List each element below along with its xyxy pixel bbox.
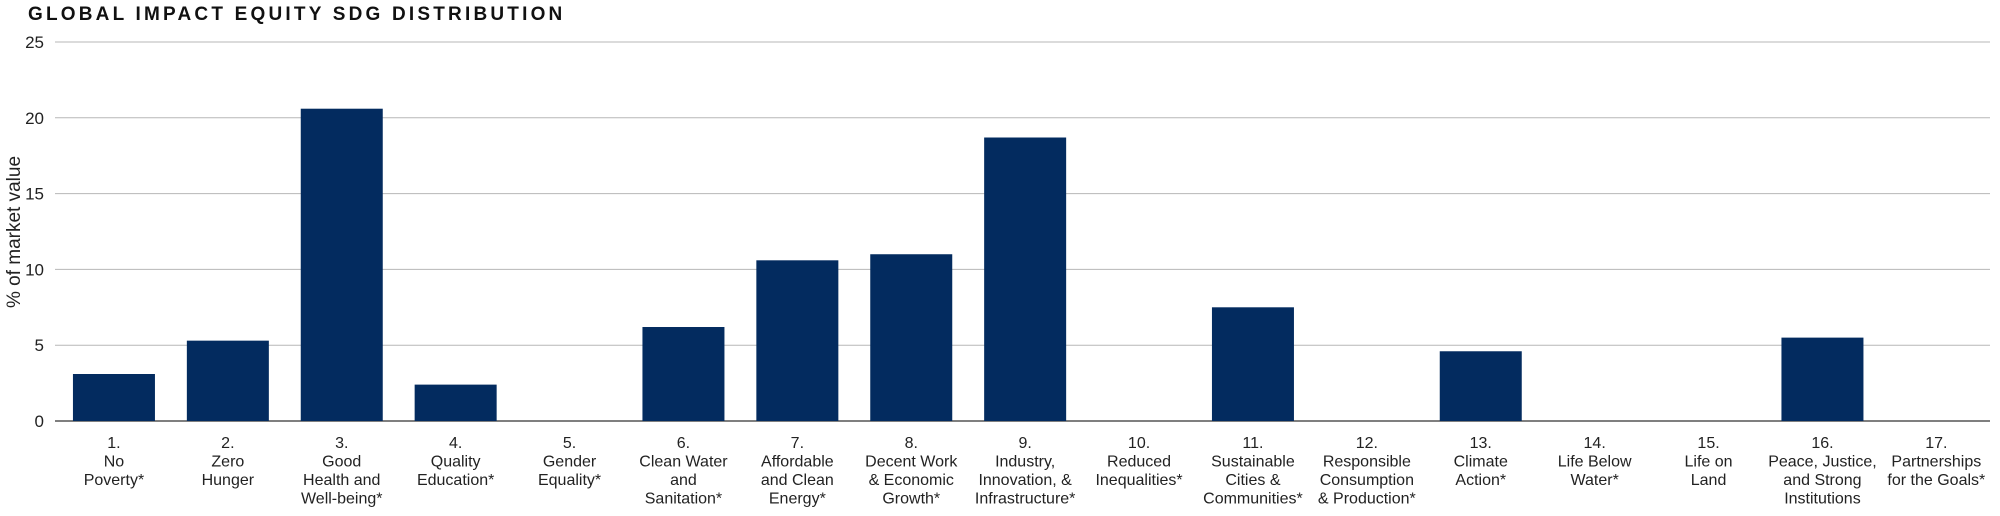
y-tick-label: 0	[35, 412, 44, 431]
x-category-label: 7. Affordable and Clean Energy*	[761, 435, 834, 508]
x-category-label: 13. Climate Action*	[1454, 435, 1508, 489]
x-category-label: 5. Gender Equality*	[538, 435, 601, 489]
x-category-label: 3. Good Health and Well-being*	[301, 435, 383, 508]
y-axis-ticks: 0 5 10 15 20 25	[25, 33, 44, 431]
x-category-label: 2. Zero Hunger	[202, 435, 255, 489]
bar	[300, 108, 383, 421]
x-category-label: 14. Life Below Water*	[1558, 435, 1632, 489]
bar	[72, 374, 155, 421]
y-tick-label: 15	[25, 185, 44, 204]
x-axis-category-labels: 1. No Poverty* 2. Zero Hunger 3. Good Health and…	[84, 435, 1986, 508]
bars	[72, 108, 1864, 421]
x-category-label: 15. Life on Land	[1685, 435, 1733, 489]
x-category-label: 1. No Poverty*	[84, 435, 144, 489]
x-category-label: 17. Partnerships for the Goals*	[1887, 435, 1985, 489]
bar	[756, 260, 839, 421]
bar	[1781, 337, 1864, 421]
bar	[186, 340, 269, 421]
y-tick-label: 10	[25, 260, 44, 279]
x-category-label: 12. Responsible Consumption & Production*	[1318, 435, 1416, 508]
bar	[414, 384, 497, 421]
y-tick-label: 20	[25, 109, 44, 128]
x-category-label: 4. Quality Education*	[417, 435, 494, 489]
bar	[984, 137, 1067, 421]
y-tick-label: 5	[35, 336, 44, 355]
x-category-label: 6. Clean Water and Sanitation*	[639, 435, 728, 508]
bar	[870, 254, 953, 421]
x-category-label: 9. Industry, Innovation, & Infrastructure*	[975, 435, 1075, 508]
x-category-label: 10. Reduced Inequalities*	[1095, 435, 1182, 489]
chart-title: GLOBAL IMPACT EQUITY SDG DISTRIBUTION	[28, 4, 566, 25]
x-category-label: 11. Sustainable Cities & Communities*	[1203, 435, 1303, 508]
bar	[642, 327, 725, 421]
y-tick-label: 25	[25, 33, 44, 52]
bar	[1439, 351, 1522, 421]
bar	[1211, 307, 1294, 421]
x-category-label: 16. Peace, Justice, and Strong Institutions	[1768, 435, 1877, 508]
y-axis-label: % of market value	[4, 156, 25, 308]
x-category-label: 8. Decent Work & Economic Growth*	[865, 435, 958, 508]
